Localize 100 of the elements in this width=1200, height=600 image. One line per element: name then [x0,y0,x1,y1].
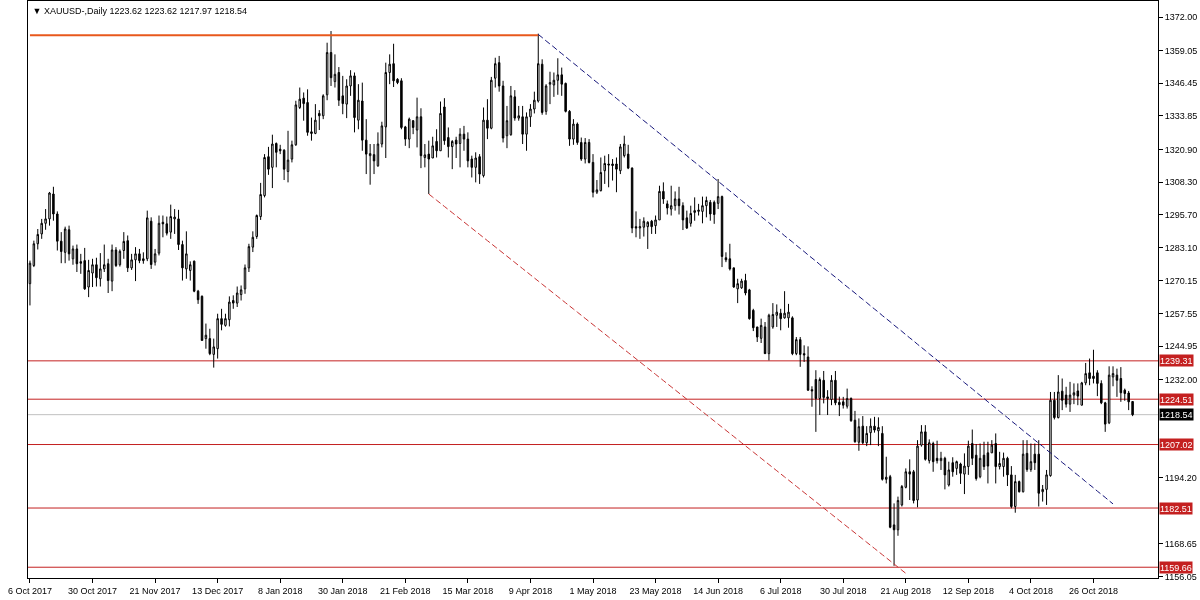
candlestick [583,137,587,164]
candlestick [1057,374,1060,419]
candlestick [986,441,990,484]
candlestick [67,225,71,262]
candlestick [931,441,935,473]
ref-line-label: 1159.66 [1160,562,1192,573]
candlestick [701,196,704,224]
candlestick [924,424,927,462]
y-tick-label: 1359.05 [1164,45,1198,56]
candlestick [978,443,982,479]
candlestick [494,57,497,89]
x-tick-label: 21 Aug 2018 [880,585,932,596]
candlestick [947,461,951,488]
candlestick [693,196,696,222]
candlestick [603,155,606,185]
ref-line-label: 1224.51 [1160,394,1193,405]
candlestick [1115,368,1119,398]
ref-line-label: 1218.54 [1160,409,1193,420]
x-tick-label: 14 Jun 2018 [693,585,743,596]
candlestick [169,204,172,240]
x-tick-label: 8 Jan 2018 [257,585,303,596]
ref-line-label: 1182.51 [1160,503,1192,514]
candlestick [869,417,872,446]
y-tick-label: 1320.90 [1164,144,1198,155]
candlestick [126,234,129,273]
x-tick-label: 21 Nov 2017 [129,585,181,596]
candlestick [1072,382,1076,405]
x-tick-label: 30 Oct 2017 [68,585,118,596]
candlestick [474,151,477,183]
y-tick-label: 1194.20 [1164,472,1197,483]
y-tick-label: 1257.55 [1164,308,1198,319]
candlestick [709,199,712,222]
candlestick [908,458,911,501]
candlestick [157,215,161,256]
candlestick [75,244,79,273]
x-tick-label: 30 Jul 2018 [819,585,867,596]
ref-line-label: 1207.02 [1160,439,1193,450]
x-tick-label: 26 Oct 2018 [1068,585,1118,596]
x-tick-label: 6 Oct 2017 [7,585,52,596]
y-tick-label: 1372.00 [1164,12,1198,23]
candlestick [306,88,309,137]
candlestick [607,153,610,188]
candlestick [556,57,560,96]
candlestick [1119,366,1123,403]
candlestick [1021,439,1025,493]
candlestick [1029,443,1033,473]
y-tick-label: 1295.70 [1164,209,1198,220]
text: ▼ XAUUSD-,Daily 1223.62 1223.62 1217.97 1218.54 [32,6,248,17]
candlestick [1068,381,1072,413]
candlestick [775,303,779,328]
line-series [428,193,907,574]
y-tick-label: 1270.15 [1164,276,1198,287]
candlestick [939,451,943,471]
y-tick-label: 1333.85 [1164,111,1198,122]
x-tick-label: 4 Oct 2018 [1008,585,1053,596]
candlestick [63,226,67,264]
y-tick-label: 1232.00 [1164,374,1198,385]
candlestick [95,257,98,288]
y-tick-label: 1283.10 [1164,242,1198,253]
ref-line-label: 1239.31 [1160,355,1193,366]
candlestick [235,286,239,308]
candlestick [114,246,118,268]
candlestick [134,246,137,282]
y-tick-label: 1244.95 [1164,341,1198,352]
candlestick [681,201,685,231]
candlestick [994,432,997,484]
candlestick [763,321,767,355]
candlestick [806,345,810,392]
candlestick [673,190,677,212]
x-tick-label: 1 May 2018 [569,585,617,596]
candlestick [943,456,947,490]
x-tick-label: 23 May 2018 [629,585,682,596]
candlestick [271,134,274,189]
candlestick [427,140,431,195]
candlestick [185,230,188,280]
candlestick [881,425,884,482]
candlestick [814,369,818,433]
candlestick [228,295,231,327]
candlestick [798,336,802,368]
y-tick-label: 1168.65 [1164,539,1197,550]
candlestick [48,191,51,227]
x-tick-label: 13 Dec 2017 [192,585,244,596]
x-tick-label: 15 Mar 2018 [442,585,494,596]
candlestick [591,153,595,198]
candlestick [1076,382,1080,406]
y-tick-label: 1156.05 [1164,571,1197,582]
x-tick-label: 9 Apr 2018 [508,585,553,596]
candlestick [689,205,692,228]
x-tick-label: 30 Jan 2018 [317,585,368,596]
y-tick-label: 1308.30 [1164,177,1198,188]
candlestick [599,156,603,192]
candlestick [1037,439,1040,507]
candlestick [407,117,411,149]
candlestick [415,97,419,148]
candlestick [353,72,356,133]
x-tick-label: 12 Sep 2018 [942,585,994,596]
candlestick [877,416,880,447]
candlestick [646,220,649,250]
candlestick [669,185,673,217]
candlestick [638,218,642,240]
